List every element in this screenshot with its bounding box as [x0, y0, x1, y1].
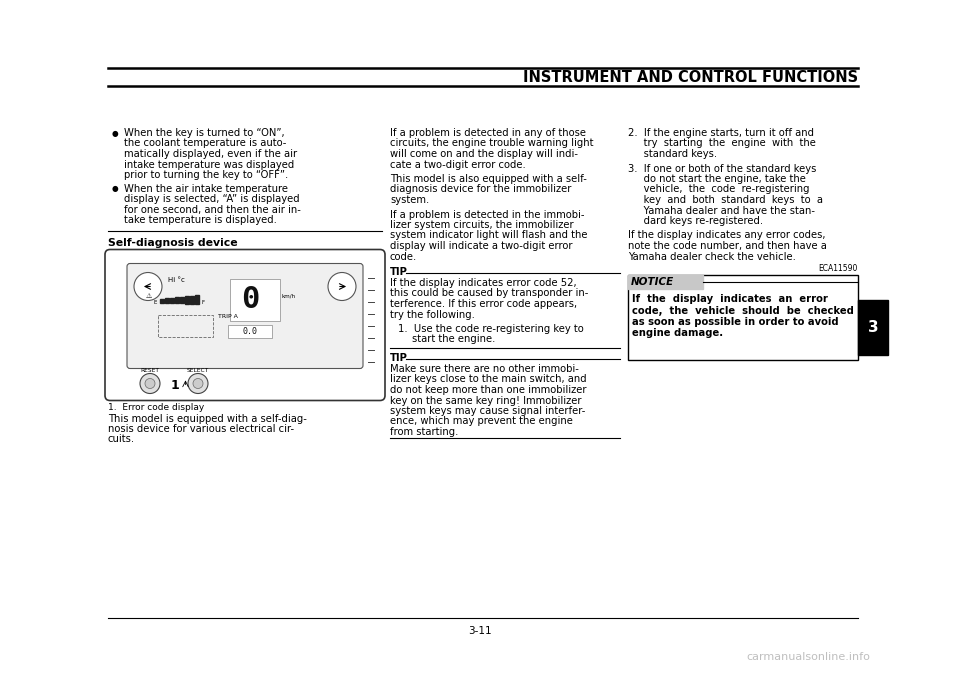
Text: dard keys re-registered.: dard keys re-registered. — [628, 216, 763, 226]
FancyBboxPatch shape — [105, 250, 385, 401]
Text: do not start the engine, take the: do not start the engine, take the — [628, 174, 805, 184]
Text: If  the  display  indicates  an  error: If the display indicates an error — [632, 294, 828, 304]
Text: 0: 0 — [241, 285, 259, 314]
Text: display is selected, “A” is displayed: display is selected, “A” is displayed — [124, 194, 300, 204]
Text: display will indicate a two-digit error: display will indicate a two-digit error — [390, 241, 572, 251]
Bar — [175, 297, 179, 303]
Text: diagnosis device for the immobilizer: diagnosis device for the immobilizer — [390, 184, 571, 195]
Bar — [190, 296, 194, 304]
Text: When the key is turned to “ON”,: When the key is turned to “ON”, — [124, 128, 284, 138]
Text: Yamaha dealer and have the stan-: Yamaha dealer and have the stan- — [628, 205, 815, 216]
Text: 3.  If one or both of the standard keys: 3. If one or both of the standard keys — [628, 163, 816, 174]
Text: TRIP A: TRIP A — [218, 315, 238, 319]
Text: RESET: RESET — [140, 367, 159, 372]
Text: note the code number, and then have a: note the code number, and then have a — [628, 241, 827, 251]
Text: matically displayed, even if the air: matically displayed, even if the air — [124, 149, 298, 159]
Circle shape — [193, 378, 203, 388]
Text: cuits.: cuits. — [108, 435, 135, 445]
Text: ⚠: ⚠ — [146, 292, 153, 298]
Text: INSTRUMENT AND CONTROL FUNCTIONS: INSTRUMENT AND CONTROL FUNCTIONS — [523, 71, 858, 85]
Text: system.: system. — [390, 195, 429, 205]
Text: If a problem is detected in the immobi-: If a problem is detected in the immobi- — [390, 210, 585, 220]
Bar — [160, 298, 163, 302]
Text: key  and  both  standard  keys  to  a: key and both standard keys to a — [628, 195, 823, 205]
Text: If the display indicates error code 52,: If the display indicates error code 52, — [390, 278, 577, 288]
Text: prior to turning the key to “OFF”.: prior to turning the key to “OFF”. — [124, 170, 288, 180]
Circle shape — [134, 273, 162, 300]
Bar — [858, 300, 888, 355]
Text: 3-11: 3-11 — [468, 626, 492, 636]
Text: This model is equipped with a self-diag-: This model is equipped with a self-diag- — [108, 414, 307, 424]
Text: ●: ● — [112, 129, 119, 138]
Text: try the following.: try the following. — [390, 309, 475, 319]
Bar — [185, 296, 188, 304]
Bar — [165, 298, 169, 302]
Text: ence, which may prevent the engine: ence, which may prevent the engine — [390, 416, 573, 426]
Bar — [180, 296, 183, 303]
Text: Hi °c: Hi °c — [168, 277, 185, 283]
Text: as soon as possible in order to avoid: as soon as possible in order to avoid — [632, 317, 839, 327]
Bar — [158, 315, 213, 336]
Text: Yamaha dealer check the vehicle.: Yamaha dealer check the vehicle. — [628, 252, 796, 262]
Text: the coolant temperature is auto-: the coolant temperature is auto- — [124, 138, 286, 148]
Circle shape — [328, 273, 356, 300]
FancyBboxPatch shape — [127, 264, 363, 369]
Text: F: F — [202, 300, 205, 304]
Text: nosis device for various electrical cir-: nosis device for various electrical cir- — [108, 424, 294, 434]
Text: try  starting  the  engine  with  the: try starting the engine with the — [628, 138, 816, 148]
Text: take temperature is displayed.: take temperature is displayed. — [124, 215, 276, 225]
Text: 3: 3 — [868, 320, 878, 335]
Text: code.: code. — [390, 252, 418, 262]
Text: 0.0: 0.0 — [243, 327, 257, 336]
Text: 1: 1 — [171, 379, 180, 392]
Text: When the air intake temperature: When the air intake temperature — [124, 184, 288, 193]
Bar — [628, 275, 858, 360]
Text: 1.  Error code display: 1. Error code display — [108, 403, 204, 412]
Text: Self-diagnosis device: Self-diagnosis device — [108, 239, 238, 249]
Text: intake temperature was displayed: intake temperature was displayed — [124, 159, 295, 170]
Circle shape — [188, 374, 208, 393]
Bar — [628, 275, 703, 289]
Text: key on the same key ring! Immobilizer: key on the same key ring! Immobilizer — [390, 395, 582, 405]
Text: this could be caused by transponder in-: this could be caused by transponder in- — [390, 289, 588, 298]
Text: km/h: km/h — [281, 294, 295, 298]
Text: TIP: TIP — [390, 353, 408, 363]
Text: terference. If this error code appears,: terference. If this error code appears, — [390, 299, 577, 309]
Text: TIP: TIP — [390, 267, 408, 277]
Text: system indicator light will flash and the: system indicator light will flash and th… — [390, 231, 588, 241]
Text: lizer keys close to the main switch, and: lizer keys close to the main switch, and — [390, 374, 587, 384]
Text: 2.  If the engine starts, turn it off and: 2. If the engine starts, turn it off and — [628, 128, 814, 138]
Text: This model is also equipped with a self-: This model is also equipped with a self- — [390, 174, 587, 184]
Text: for one second, and then the air in-: for one second, and then the air in- — [124, 205, 300, 214]
Text: vehicle,  the  code  re-registering: vehicle, the code re-registering — [628, 184, 809, 195]
Bar — [228, 325, 272, 338]
Text: E: E — [154, 300, 157, 304]
Text: code,  the  vehicle  should  be  checked: code, the vehicle should be checked — [632, 306, 853, 315]
Text: 1.  Use the code re-registering key to: 1. Use the code re-registering key to — [398, 324, 584, 334]
Text: circuits, the engine trouble warning light: circuits, the engine trouble warning lig… — [390, 138, 593, 148]
Text: system keys may cause signal interfer-: system keys may cause signal interfer- — [390, 406, 586, 416]
Text: If the display indicates any error codes,: If the display indicates any error codes… — [628, 231, 826, 241]
Text: will come on and the display will indi-: will come on and the display will indi- — [390, 149, 578, 159]
Text: ECA11590: ECA11590 — [819, 264, 858, 273]
Text: ●: ● — [112, 184, 119, 193]
Circle shape — [140, 374, 160, 393]
Text: carmanualsonline.info: carmanualsonline.info — [746, 652, 870, 662]
Text: SELECT: SELECT — [187, 367, 209, 372]
Text: NOTICE: NOTICE — [631, 277, 674, 287]
Text: Make sure there are no other immobi-: Make sure there are no other immobi- — [390, 364, 579, 374]
Text: start the engine.: start the engine. — [412, 334, 495, 344]
Text: from starting.: from starting. — [390, 427, 458, 437]
Text: standard keys.: standard keys. — [628, 149, 717, 159]
Circle shape — [145, 378, 155, 388]
Bar — [195, 295, 199, 304]
Text: lizer system circuits, the immobilizer: lizer system circuits, the immobilizer — [390, 220, 574, 230]
Text: cate a two-digit error code.: cate a two-digit error code. — [390, 159, 526, 170]
Bar — [230, 279, 280, 321]
Text: engine damage.: engine damage. — [632, 329, 723, 338]
Bar — [170, 298, 174, 303]
Text: do not keep more than one immobilizer: do not keep more than one immobilizer — [390, 385, 587, 395]
Text: If a problem is detected in any of those: If a problem is detected in any of those — [390, 128, 586, 138]
